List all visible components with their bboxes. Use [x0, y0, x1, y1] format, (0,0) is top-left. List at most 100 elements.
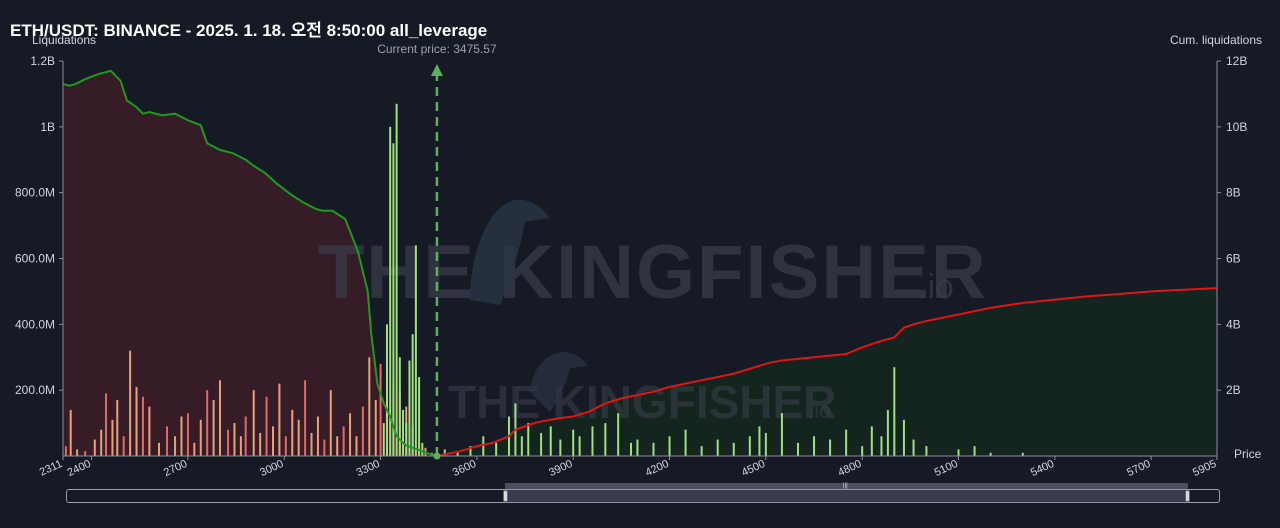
- current-price-dot: [433, 452, 441, 460]
- short-liquidation-bar: [405, 423, 408, 456]
- short-liquidation-bar: [893, 367, 896, 456]
- chart-title: ETH/USDT: BINANCE - 2025. 1. 18. 오전 8:50…: [10, 21, 488, 40]
- short-liquidation-bar: [684, 429, 687, 456]
- kingfisher-logo-small-icon: [530, 352, 588, 412]
- long-liquidation-bar: [233, 423, 236, 456]
- long-liquidation-bar: [304, 380, 307, 456]
- range-slider-window[interactable]: [505, 489, 1188, 503]
- long-liquidation-bar: [329, 390, 332, 456]
- short-liquidation-bar: [578, 436, 581, 456]
- x-tick-label: 4500: [740, 458, 767, 479]
- x-tick-label: 4800: [836, 458, 863, 479]
- long-liquidation-bar: [76, 449, 79, 456]
- long-liquidation-bar: [148, 406, 151, 456]
- short-liquidation-bar: [902, 419, 905, 456]
- short-liquidation-bar: [758, 426, 761, 456]
- short-liquidation-bar: [382, 423, 385, 456]
- x-tick-label: 5400: [1029, 458, 1056, 479]
- left-tick-label: 200.0M: [15, 383, 55, 397]
- long-liquidation-bar: [84, 451, 87, 456]
- short-liquidation-bar: [861, 446, 864, 456]
- long-liquidation-bar: [180, 416, 183, 456]
- long-liquidation-bar: [186, 413, 189, 456]
- grip-icon[interactable]: |||: [843, 483, 848, 489]
- x-tick-label: 5905: [1191, 458, 1218, 479]
- watermark-large-text: THE KINGFISHER: [318, 230, 988, 315]
- long-liquidation-bar: [141, 396, 144, 456]
- short-liquidation-bar: [973, 446, 976, 456]
- left-tick-label: 600.0M: [15, 252, 55, 266]
- long-liquidation-bar: [239, 436, 242, 456]
- short-liquidation-bar: [482, 436, 485, 456]
- short-liquidation-bar: [385, 324, 388, 456]
- long-liquidation-bar: [212, 400, 215, 456]
- long-liquidation-bar: [310, 432, 313, 456]
- short-liquidation-bar: [845, 429, 848, 456]
- long-liquidation-bar: [278, 383, 281, 456]
- right-tick-label: 8B: [1226, 186, 1241, 200]
- short-liquidation-bar: [414, 245, 417, 456]
- range-slider-grip-bar[interactable]: [505, 483, 1188, 489]
- short-liquidation-bar: [716, 439, 719, 456]
- range-slider-right-handle[interactable]: [1185, 490, 1190, 502]
- short-liquidation-bar: [559, 439, 562, 456]
- watermark-large-suffix: .io: [918, 268, 954, 306]
- long-liquidation-bar: [129, 350, 132, 456]
- long-liquidation-bar: [219, 380, 222, 456]
- long-liquidation-bar: [111, 419, 114, 456]
- long-liquidation-bar: [64, 446, 67, 456]
- long-liquidation-bar: [206, 390, 209, 456]
- short-liquidation-bar: [456, 452, 459, 456]
- short-liquidation-bar: [572, 429, 575, 456]
- short-liquidation-bar: [604, 423, 607, 456]
- long-liquidation-bar: [291, 409, 294, 456]
- short-liquidation-bar: [392, 143, 395, 456]
- short-liquidation-bar: [549, 426, 552, 456]
- short-liquidation-bar: [829, 439, 832, 456]
- left-tick-label: 1B: [40, 120, 55, 134]
- short-liquidation-bar: [402, 409, 405, 456]
- short-liquidation-bar: [989, 452, 992, 456]
- kingfisher-logo-icon: [470, 199, 550, 305]
- current-price-label: Current price: 3475.57: [377, 42, 497, 56]
- short-liquidation-bar: [421, 442, 424, 456]
- long-liquidation-bar: [336, 436, 339, 456]
- long-cumulative-line: [62, 69, 438, 457]
- long-liquidation-bar: [193, 442, 196, 456]
- short-liquidation-bar: [668, 436, 671, 456]
- x-tick-label: 3600: [451, 458, 478, 479]
- x-tick-label: 4200: [644, 458, 671, 479]
- short-liquidation-bar: [700, 446, 703, 456]
- long-liquidation-bar: [323, 439, 326, 456]
- short-cumulative-area: [436, 288, 1217, 456]
- range-slider-left-handle[interactable]: [503, 490, 508, 502]
- long-liquidation-bar: [100, 429, 103, 456]
- right-tick-label: 2B: [1226, 383, 1241, 397]
- short-liquidation-bar: [780, 413, 783, 456]
- short-liquidation-bar: [443, 449, 446, 456]
- short-cumulative-line: [436, 287, 1218, 457]
- right-tick-label: 6B: [1226, 252, 1241, 266]
- long-liquidation-bar: [355, 436, 358, 456]
- short-liquidation-bar: [925, 446, 928, 456]
- watermark-small-text: THE KINGFISHER: [448, 376, 836, 428]
- x-tick-label: 3300: [355, 458, 382, 479]
- x-tick-label: 2311: [38, 458, 65, 479]
- short-liquidation-bar: [796, 442, 799, 456]
- long-liquidation-bar: [158, 442, 161, 456]
- long-cumulative-area: [63, 70, 437, 456]
- x-tick-label: 2400: [66, 458, 93, 479]
- watermark-small-suffix: .io: [808, 398, 831, 423]
- short-liquidation-bar: [732, 442, 735, 456]
- long-liquidation-bar: [166, 426, 169, 456]
- range-slider-track[interactable]: [66, 489, 1220, 503]
- left-tick-label: 1.2B: [30, 54, 55, 68]
- long-liquidation-bar: [105, 393, 108, 456]
- short-liquidation-bar: [540, 432, 543, 456]
- short-liquidation-bar: [411, 334, 414, 456]
- long-liquidation-bar: [284, 436, 287, 456]
- short-liquidation-bar: [870, 426, 873, 456]
- long-liquidation-bar: [122, 436, 125, 456]
- liquidation-bars: [64, 103, 1024, 457]
